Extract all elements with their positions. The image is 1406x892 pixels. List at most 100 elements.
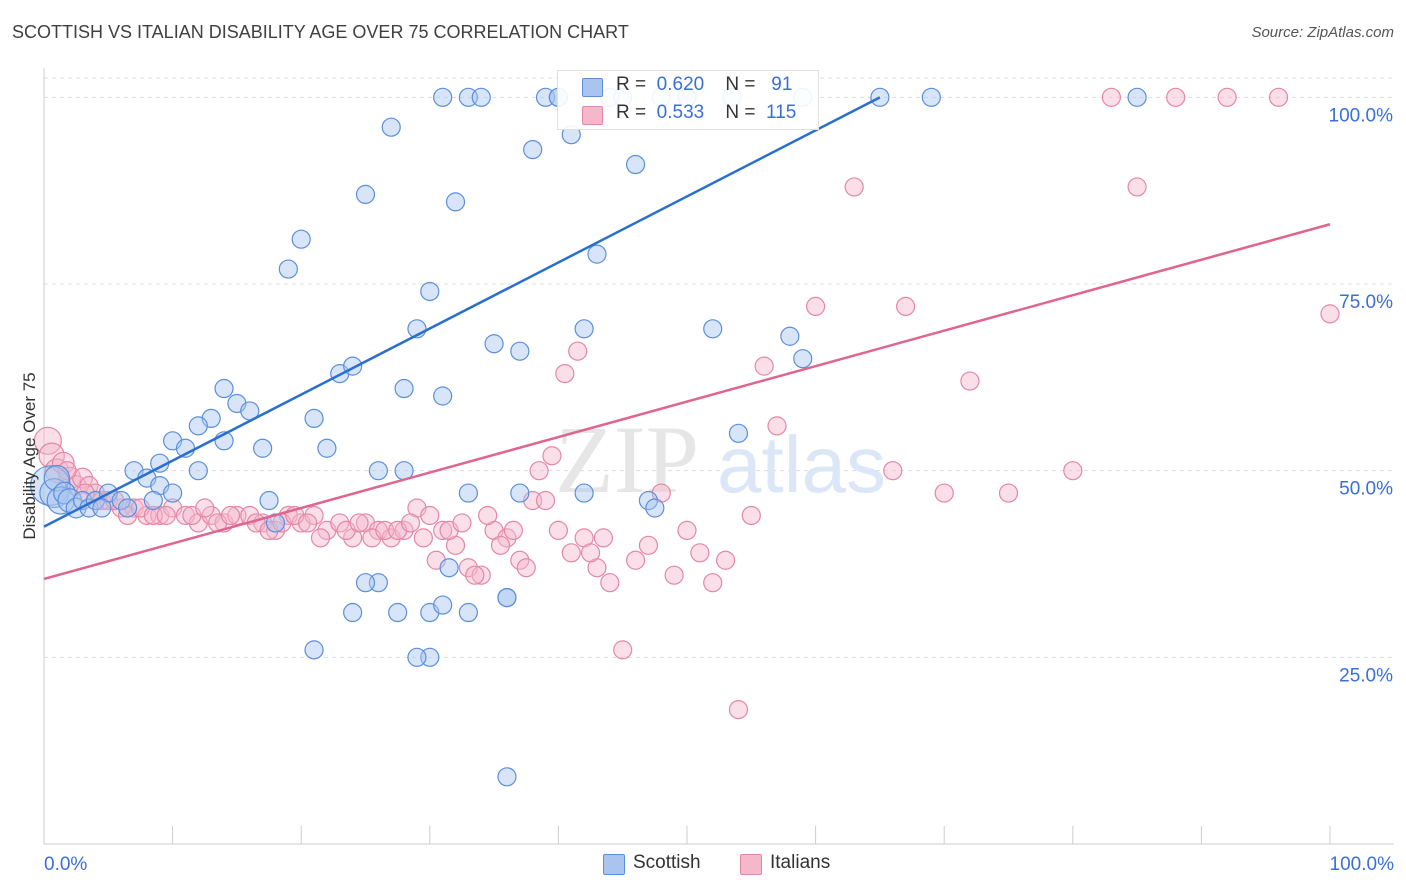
italians-point [465, 565, 485, 585]
italians-n-value: 115 [766, 102, 797, 123]
italians-point [44, 458, 70, 483]
y-tick-label: 75.0% [1339, 292, 1393, 313]
italians-point [400, 513, 421, 533]
scottish-point [188, 416, 208, 436]
scottish-legend-swatch [603, 854, 625, 875]
scottish-point [510, 341, 530, 361]
italians-point [998, 483, 1019, 503]
correlation-legend: R = 0.620 N = 91 R = 0.533 N = 115 [557, 70, 819, 130]
scottish-point [471, 87, 491, 107]
scottish-point [117, 498, 138, 518]
italians-point [471, 565, 491, 585]
legend-italians-text: R = 0.533 N = 115 [616, 102, 796, 124]
scottish-point [728, 423, 749, 443]
scottish-point [407, 647, 427, 667]
italians-point [754, 356, 774, 376]
italians-point [548, 520, 569, 541]
scottish-point [587, 244, 607, 264]
italians-point [561, 543, 581, 563]
scottish-point [458, 483, 478, 503]
italians-point [433, 520, 453, 541]
scottish-point [645, 498, 665, 518]
scottish-point [433, 87, 453, 107]
scottish-point [625, 154, 646, 175]
italians-point [535, 490, 556, 511]
italians-point [310, 528, 331, 548]
italians-point [1268, 87, 1289, 107]
y-tick-label: 100.0% [1329, 105, 1394, 126]
italians-point [883, 461, 903, 481]
italians-point [1320, 304, 1340, 324]
legend-scottish-text: R = 0.620 N = 91 [616, 74, 792, 96]
italians-point [715, 550, 736, 570]
italians-point [805, 296, 826, 316]
italians-point [728, 699, 749, 720]
scottish-point [439, 558, 459, 578]
italians-point [304, 505, 324, 526]
italians-point [1166, 87, 1186, 107]
italians-point [394, 520, 414, 541]
italians-points [33, 87, 1340, 720]
italians-point [156, 505, 176, 526]
italians-point [580, 543, 601, 563]
watermark-zip: ZIP [555, 406, 699, 513]
italians-point [265, 520, 286, 541]
italians-point [613, 640, 633, 660]
italians-point [478, 505, 498, 526]
scottish-point [388, 602, 408, 623]
chart-title: SCOTTISH VS ITALIAN DISABILITY AGE OVER … [12, 22, 629, 42]
scottish-point [793, 349, 813, 369]
italians-point [625, 550, 646, 570]
scottish-point [259, 490, 279, 511]
scottish-point [304, 640, 324, 660]
scottish-point [433, 595, 453, 615]
italians-point [510, 550, 530, 570]
italians-point [220, 505, 241, 526]
italians-point [503, 520, 523, 541]
italians-point [33, 426, 62, 455]
italians-point [542, 446, 562, 466]
italians-point [420, 505, 440, 526]
scottish-point [214, 378, 234, 399]
italians-point [452, 513, 472, 533]
scottish-point [278, 259, 298, 279]
scottish-point [497, 587, 517, 608]
y-axis-label: Disability Age Over 75 [20, 372, 39, 539]
italians-point [413, 528, 433, 548]
x-axis-ticks [43, 826, 1331, 844]
italians-point [1217, 87, 1237, 107]
italians-point [38, 442, 65, 469]
italians-point [896, 296, 916, 316]
italians-point [1127, 177, 1147, 197]
italians-point [960, 371, 980, 391]
italians-point [703, 573, 723, 593]
scottish-point [1127, 87, 1147, 107]
scottish-point [780, 326, 800, 346]
scottish-point [43, 464, 71, 492]
scottish-point [317, 438, 337, 458]
italians-point [349, 513, 369, 533]
italians-point [1101, 87, 1121, 107]
scottish-swatch [582, 78, 603, 97]
italians-point [741, 505, 761, 526]
scottish-n-value: 91 [771, 74, 793, 95]
italians-point [664, 565, 684, 585]
italians-swatch [582, 106, 603, 125]
italians-point [934, 483, 954, 503]
italians-point [677, 520, 697, 541]
scottish-point [343, 602, 363, 623]
scottish-point [510, 483, 530, 503]
scottish-point [523, 140, 543, 160]
scottish-point [445, 192, 466, 212]
italians-r-value: 0.533 [656, 102, 705, 123]
scottish-trend-line [43, 96, 881, 528]
scottish-point [355, 184, 376, 204]
scottish-point [433, 386, 453, 406]
source-label: Source: ZipAtlas.com [1251, 24, 1394, 41]
y-tick-label: 50.0% [1339, 479, 1393, 500]
italians-point [497, 528, 517, 548]
scottish-point [143, 490, 163, 511]
scottish-point [638, 490, 659, 511]
italians-legend-swatch [740, 854, 762, 875]
